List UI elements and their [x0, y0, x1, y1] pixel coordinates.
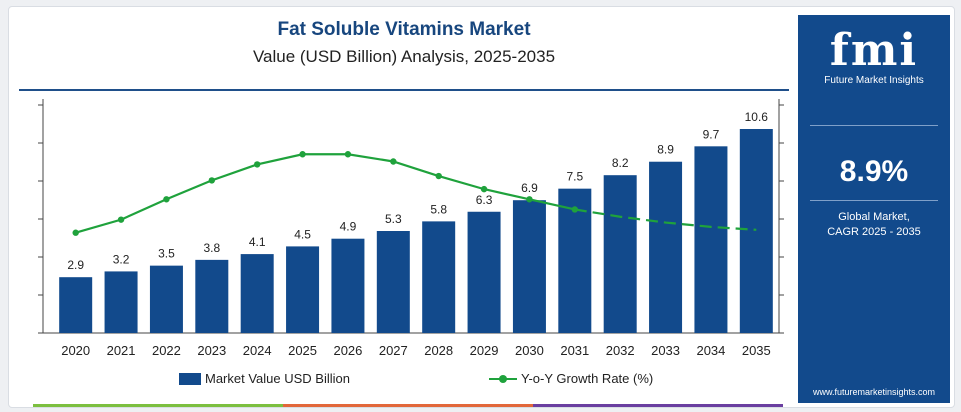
- bar-2030: [512, 200, 546, 333]
- x-tick-2025: 2025: [288, 343, 317, 358]
- bar-2028: [422, 221, 456, 333]
- bar-2029: [467, 211, 501, 333]
- growth-point-2021: [117, 216, 125, 223]
- bar-2022: [149, 265, 183, 333]
- x-tick-2026: 2026: [333, 343, 362, 358]
- legend-bar-item: Market Value USD Billion: [179, 371, 350, 386]
- fmi-logo: fmi: [829, 25, 919, 76]
- bar-2034: [694, 146, 728, 333]
- bar-label-2026: 4.9: [340, 220, 357, 234]
- title-divider: [19, 89, 789, 91]
- side-panel: fmi Future Market Insights 8.9% Global M…: [798, 15, 950, 403]
- growth-point-2030: [526, 196, 533, 203]
- x-tick-2030: 2030: [515, 343, 544, 358]
- bar-label-2035: 10.6: [745, 110, 769, 124]
- legend-line-swatch: [489, 373, 517, 385]
- bar-2031: [558, 188, 592, 333]
- bar-2033: [649, 161, 683, 333]
- growth-point-2028: [435, 172, 442, 180]
- bar-label-2033: 8.9: [657, 143, 674, 157]
- growth-point-2026: [344, 151, 352, 158]
- growth-point-2024: [253, 161, 261, 168]
- bar-label-2028: 5.8: [430, 202, 447, 216]
- bar-2020: [59, 277, 93, 333]
- x-tick-2035: 2035: [742, 343, 771, 358]
- x-tick-2032: 2032: [606, 343, 635, 358]
- bar-label-2031: 7.5: [566, 170, 583, 184]
- growth-point-2029: [480, 185, 488, 193]
- cagr-value: 8.9%: [839, 155, 909, 188]
- bar-2024: [240, 254, 274, 333]
- chart-title: Fat Soluble Vitamins Market: [277, 19, 531, 40]
- bar-label-2023: 3.8: [203, 241, 220, 255]
- bar-label-2027: 5.3: [385, 212, 402, 226]
- growth-point-2022: [163, 196, 170, 203]
- bar-2026: [331, 238, 365, 333]
- growth-point-2027: [390, 158, 397, 165]
- legend-line-item: Y-o-Y Growth Rate (%): [489, 371, 653, 386]
- panel-divider-mid: [810, 200, 938, 201]
- growth-point-2023: [208, 177, 216, 184]
- stripe-green: [33, 404, 283, 407]
- growth-point-2020: [72, 229, 79, 236]
- bar-label-2034: 9.7: [703, 127, 720, 141]
- chart-card: Fat Soluble Vitamins Market Value (USD B…: [8, 6, 955, 408]
- x-tick-2028: 2028: [424, 343, 453, 358]
- bar-label-2022: 3.5: [158, 247, 175, 261]
- x-tick-2023: 2023: [197, 343, 226, 358]
- logo-subtext: Future Market Insights: [824, 75, 924, 86]
- bottom-color-stripe: [33, 404, 783, 407]
- x-tick-2029: 2029: [470, 343, 499, 358]
- growth-line-solid: [75, 153, 576, 234]
- x-tick-2020: 2020: [61, 343, 90, 358]
- legend-bar-label: Market Value USD Billion: [205, 371, 350, 386]
- panel-divider-top: [810, 125, 938, 126]
- cagr-label: Global Market, CAGR 2025 - 2035: [798, 210, 950, 240]
- x-tick-2034: 2034: [696, 343, 725, 358]
- x-tick-2027: 2027: [379, 343, 408, 358]
- cagr-label-line2: CAGR 2025 - 2035: [827, 226, 921, 238]
- chart-plot: 2.9 2020 3.2 2021 3.5 2022 3.8 2023 4.1 2024 4.5 20…: [38, 99, 784, 358]
- bar-label-2021: 3.2: [113, 252, 130, 266]
- website-link[interactable]: www.futuremarketinsights.com: [812, 387, 936, 397]
- x-tick-2024: 2024: [243, 343, 272, 358]
- bar-label-2032: 8.2: [612, 156, 629, 170]
- growth-point-2025: [299, 151, 306, 158]
- bar-2025: [286, 246, 320, 333]
- bar-label-2029: 6.3: [476, 193, 493, 207]
- bar-2023: [195, 259, 229, 333]
- legend-line-label: Y-o-Y Growth Rate (%): [521, 371, 654, 386]
- x-tick-2033: 2033: [651, 343, 680, 358]
- x-tick-2021: 2021: [107, 343, 136, 358]
- cagr-label-line1: Global Market,: [838, 211, 910, 223]
- bar-label-2030: 6.9: [521, 181, 538, 195]
- bar-label-2025: 4.5: [294, 227, 311, 241]
- growth-point-2031: [571, 206, 579, 213]
- bar-2032: [603, 175, 637, 333]
- stripe-purple: [533, 404, 783, 407]
- bar-label-2020: 2.9: [67, 258, 84, 272]
- growth-line-forecast: [574, 208, 757, 231]
- bar-label-2024: 4.1: [249, 235, 266, 249]
- x-tick-2022: 2022: [152, 343, 181, 358]
- bar-2027: [376, 231, 410, 333]
- bar-2021: [104, 271, 138, 333]
- x-tick-2031: 2031: [560, 343, 589, 358]
- legend-bar-swatch: [179, 372, 201, 385]
- stripe-orange: [283, 404, 533, 407]
- chart-subtitle: Value (USD Billion) Analysis, 2025-2035: [252, 47, 556, 66]
- bar-2035: [739, 129, 773, 333]
